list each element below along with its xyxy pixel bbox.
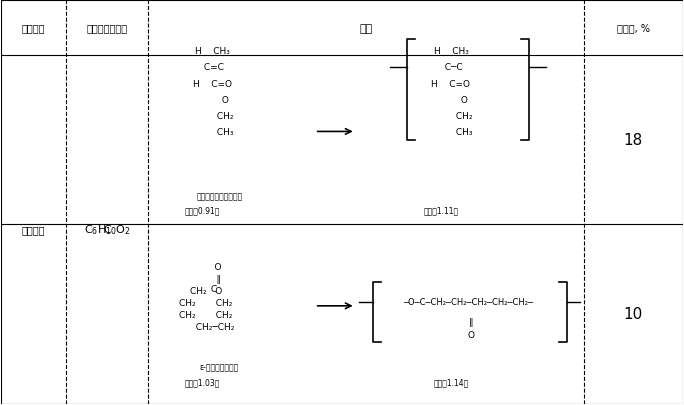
Text: エチルメタクリレート: エチルメタクリレート [196,192,243,201]
Text: （密度1.11）: （密度1.11） [423,206,458,215]
Text: CH₃: CH₃ [192,128,234,136]
Text: H    C=O: H C=O [193,79,232,88]
Text: H    C=O: H C=O [432,79,471,88]
Text: O: O [196,96,229,104]
Text: CH₃: CH₃ [430,128,472,136]
Text: C: C [103,225,111,234]
Text: H    CH₃: H CH₃ [434,47,469,56]
Text: CH₂       CH₂: CH₂ CH₂ [179,298,233,307]
Text: $\mathrm{C_6H_{10}O_2}$: $\mathrm{C_6H_{10}O_2}$ [83,223,131,237]
Text: CH₂: CH₂ [430,111,472,121]
Text: ─O─C─CH₂─CH₂─CH₂─CH₂─CH₂─: ─O─C─CH₂─CH₂─CH₂─CH₂─CH₂─ [403,298,533,307]
Text: H    CH₃: H CH₃ [195,47,230,56]
Text: C: C [208,284,217,294]
Text: CH₂: CH₂ [192,111,234,121]
Text: ‖: ‖ [205,275,220,284]
Text: 化学構造: 化学構造 [22,23,46,34]
Text: 重合: 重合 [359,23,373,34]
Text: 収縮率, %: 収縮率, % [617,23,650,34]
Text: （密度1.03）: （密度1.03） [185,377,220,386]
Text: CH₂   O: CH₂ O [189,286,222,296]
Text: （密度0.91）: （密度0.91） [185,206,220,215]
Text: C=C: C=C [201,63,224,72]
Text: モノマー化学式: モノマー化学式 [86,23,127,34]
Text: CH₂─CH₂: CH₂─CH₂ [190,323,235,332]
Text: C─C: C─C [439,63,463,72]
Text: CH₂       CH₂: CH₂ CH₂ [179,311,233,320]
Text: O: O [203,262,222,271]
Text: （密度1.14）: （密度1.14） [434,377,469,386]
Text: ε‐カプロラクトン: ε‐カプロラクトン [200,363,239,372]
Text: ‖: ‖ [469,318,474,327]
Text: エステル: エステル [22,225,46,234]
Text: 10: 10 [624,307,643,322]
Text: 18: 18 [624,133,643,148]
Text: O: O [468,330,475,339]
Text: O: O [434,96,467,104]
